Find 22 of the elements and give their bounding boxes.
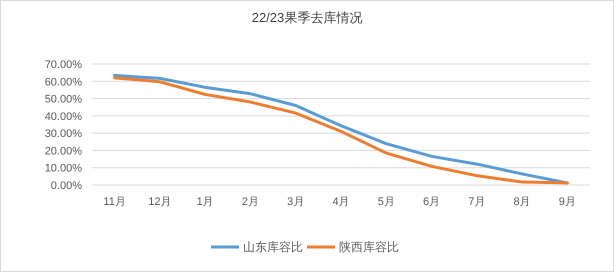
y-tick-label: 0.00% bbox=[50, 180, 82, 192]
y-tick-label: 40.00% bbox=[44, 110, 82, 123]
x-tick-label: 9月 bbox=[558, 196, 576, 208]
y-tick-label: 60.00% bbox=[44, 76, 82, 88]
x-tick-label: 4月 bbox=[332, 196, 350, 208]
legend-label: 山东库容比 bbox=[243, 240, 303, 254]
y-tick-label: 70.00% bbox=[44, 59, 82, 71]
x-tick-label: 5月 bbox=[378, 196, 395, 208]
x-tick-label: 1月 bbox=[196, 196, 214, 208]
x-tick-label: 7月 bbox=[468, 196, 486, 208]
x-tick-label: 2月 bbox=[242, 196, 260, 208]
y-tick-label: 20.00% bbox=[44, 145, 82, 158]
chart-title: 22/23果季去库情况 bbox=[252, 10, 362, 25]
x-tick-label: 3月 bbox=[287, 196, 304, 208]
y-tick-label: 30.00% bbox=[44, 128, 82, 140]
y-tick-label: 50.00% bbox=[44, 94, 82, 106]
x-tick-label: 8月 bbox=[514, 196, 531, 208]
x-tick-label: 6月 bbox=[422, 196, 440, 208]
legend-label: 陕西库容比 bbox=[339, 240, 399, 254]
x-tick-label: 12月 bbox=[148, 196, 172, 208]
y-tick-label: 10.00% bbox=[44, 162, 82, 175]
x-tick-label: 11月 bbox=[103, 196, 126, 208]
